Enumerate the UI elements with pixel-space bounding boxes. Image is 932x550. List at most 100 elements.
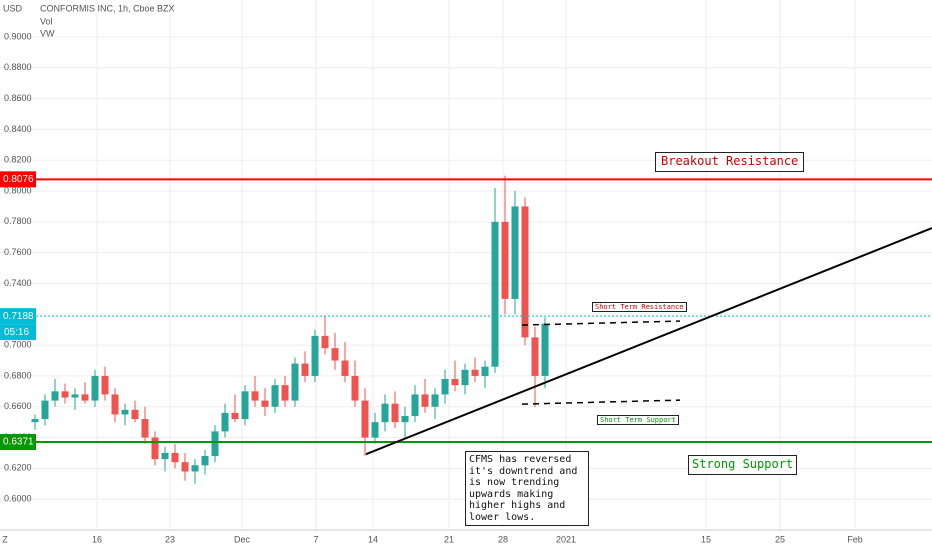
candle-body bbox=[141, 419, 149, 438]
candle-body bbox=[491, 221, 499, 367]
indicator: Vol bbox=[40, 16, 53, 26]
currency: USD bbox=[3, 3, 23, 13]
x-tick-label: Z bbox=[2, 534, 8, 544]
axis: 0.9000 0.8800 0.8600 0.8400 0.8200 0.8000 0.78… bbox=[0, 31, 863, 544]
candle-body bbox=[111, 394, 119, 415]
y-tick-label: 0.7600 bbox=[4, 247, 32, 257]
candle-body bbox=[191, 465, 199, 472]
countdown: 05:16 bbox=[4, 327, 29, 338]
candle-body bbox=[501, 221, 509, 299]
y-tick-label: 0.8000 bbox=[4, 185, 32, 195]
y-tick-label: 0.9000 bbox=[4, 31, 32, 41]
candle-body bbox=[171, 452, 179, 463]
candle-body bbox=[231, 412, 239, 420]
y-tick-label: 0.8800 bbox=[4, 62, 32, 72]
y-tick-label: 0.8400 bbox=[4, 124, 32, 134]
candle-body bbox=[321, 335, 329, 349]
candle-body bbox=[361, 400, 369, 438]
annotation: Breakout Resistance bbox=[655, 152, 805, 172]
x-tick-label: 25 bbox=[775, 534, 785, 544]
candle-body bbox=[421, 394, 429, 407]
candle-body bbox=[451, 379, 459, 386]
y-tick-label: 0.7000 bbox=[4, 339, 32, 349]
dashed-line bbox=[521, 399, 681, 405]
candle-body bbox=[91, 375, 99, 401]
candle-body bbox=[251, 391, 259, 401]
y-tick-label: 0.6600 bbox=[4, 401, 32, 411]
x-tick-label: 16 bbox=[92, 534, 102, 544]
trendline bbox=[365, 227, 932, 456]
candle-body bbox=[211, 431, 219, 457]
candle-body bbox=[441, 379, 449, 395]
x-tick-label: 28 bbox=[498, 534, 508, 544]
candle-body bbox=[431, 394, 439, 407]
candle-body bbox=[51, 391, 59, 401]
y-tick-label: 0.6000 bbox=[4, 494, 32, 504]
candle-body bbox=[531, 337, 539, 376]
candle-body bbox=[151, 437, 159, 460]
candle-body bbox=[401, 415, 409, 423]
y-tick-label: 0.8200 bbox=[4, 155, 32, 165]
x-tick-label: 14 bbox=[368, 534, 378, 544]
x-tick-label: 15 bbox=[701, 534, 711, 544]
candle-body bbox=[81, 394, 89, 401]
price-label-box bbox=[0, 308, 36, 325]
annotation: Short Term Resistance bbox=[592, 302, 687, 313]
candle-body bbox=[41, 400, 49, 420]
candle-body bbox=[241, 391, 249, 420]
candle-body bbox=[281, 385, 289, 401]
price-label-box bbox=[0, 434, 36, 451]
candle-body bbox=[341, 360, 349, 376]
x-tick-label: 7 bbox=[313, 534, 318, 544]
countdown-box bbox=[0, 324, 36, 341]
candle-body bbox=[391, 403, 399, 423]
dashed-line bbox=[521, 320, 681, 326]
y-tick-label: 0.7800 bbox=[4, 216, 32, 226]
candle-body bbox=[541, 323, 549, 376]
y-tick-label: 0.7400 bbox=[4, 278, 32, 288]
annotation: CFMS has reversed it's downtrend and is … bbox=[465, 451, 589, 526]
candle-body bbox=[221, 412, 229, 432]
candle-body bbox=[201, 456, 209, 466]
candle-body bbox=[521, 206, 529, 338]
candle-body bbox=[311, 335, 319, 376]
annotation: Short Term Support bbox=[597, 415, 679, 426]
candle-body bbox=[271, 385, 279, 407]
candle-body bbox=[121, 409, 129, 415]
price-label-box bbox=[0, 171, 36, 188]
marks bbox=[0, 175, 932, 484]
y-tick-label: 0.8600 bbox=[4, 93, 32, 103]
y-tick-label: 0.6800 bbox=[4, 370, 32, 380]
x-tick-label: Dec bbox=[234, 534, 251, 544]
candle-body bbox=[331, 348, 339, 361]
candle-body bbox=[351, 375, 359, 401]
annotation: Strong Support bbox=[688, 455, 798, 475]
candle-body bbox=[261, 400, 269, 407]
candle-body bbox=[411, 394, 419, 416]
candle-body bbox=[31, 419, 39, 423]
time-axis bbox=[0, 530, 932, 550]
candle-body bbox=[131, 409, 139, 420]
x-tick-label: Feb bbox=[847, 534, 863, 544]
candle-body bbox=[301, 363, 309, 376]
candle-body bbox=[291, 363, 299, 401]
candle-body bbox=[181, 462, 189, 472]
x-tick-label: 2021 bbox=[556, 534, 576, 544]
chart-title: CONFORMIS INC, 1h, Cboe BZX bbox=[40, 3, 175, 13]
price-label: 0.6371 bbox=[3, 437, 34, 448]
candle-body bbox=[71, 394, 79, 398]
y-tick-label: 0.6200 bbox=[4, 463, 32, 473]
candle-body bbox=[381, 403, 389, 423]
candle-body bbox=[471, 369, 479, 376]
candle-body bbox=[461, 369, 469, 386]
candle-body bbox=[161, 452, 169, 460]
x-tick-label: 21 bbox=[444, 534, 454, 544]
price-label: 0.7188 bbox=[3, 311, 34, 322]
candle-body bbox=[371, 422, 379, 438]
indicator: VW bbox=[40, 28, 55, 38]
x-tick-label: 23 bbox=[165, 534, 175, 544]
candle-body bbox=[511, 206, 519, 299]
candle-body bbox=[61, 391, 69, 398]
price-label: 0.8076 bbox=[3, 174, 34, 185]
